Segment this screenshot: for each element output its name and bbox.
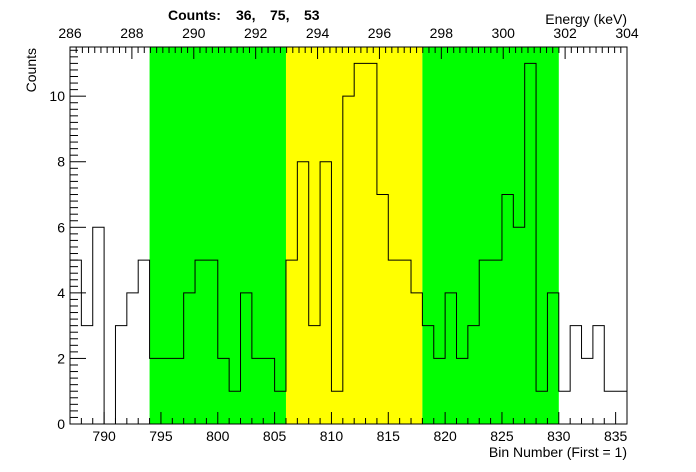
- x-tick-label: 790: [92, 428, 116, 444]
- y-tick-label: 4: [57, 285, 65, 301]
- x-tick-label: 815: [377, 428, 401, 444]
- x-tick-label: 825: [490, 428, 514, 444]
- regions-layer: [149, 47, 559, 424]
- top-tick-label: 290: [182, 25, 206, 41]
- counts-value-2: 75,: [270, 7, 289, 23]
- left-axis: 0 2 4 6 8 10: [49, 49, 86, 432]
- x-axis-title: Bin Number (First = 1): [489, 444, 627, 460]
- counts-value-3: 53: [304, 7, 320, 23]
- top-tick-label: 288: [120, 25, 144, 41]
- counts-header-label: Counts:: [168, 7, 221, 23]
- y-tick-label: 6: [57, 219, 65, 235]
- x-tick-label: 800: [206, 428, 230, 444]
- histogram-line: [70, 62, 627, 425]
- y-tick-label: 2: [57, 350, 65, 366]
- y-tick-label: 8: [57, 154, 65, 170]
- top-tick-label: 296: [368, 25, 392, 41]
- region-band-1: [149, 47, 286, 424]
- x-tick-label: 830: [547, 428, 571, 444]
- top-tick-label: 298: [430, 25, 454, 41]
- x-tick-label: 835: [604, 428, 628, 444]
- top-tick-label: 292: [244, 25, 268, 41]
- bottom-axis: 790 795 800 805 810 815 820 825 830 835: [69, 412, 628, 444]
- region-band-3: [422, 47, 559, 424]
- region-band-2: [285, 47, 423, 424]
- x-tick-label: 805: [263, 428, 287, 444]
- y-tick-label: 0: [57, 416, 65, 432]
- x-tick-label: 810: [320, 428, 344, 444]
- top-tick-label: 300: [492, 25, 516, 41]
- x-tick-label: 820: [433, 428, 457, 444]
- x-tick-label: 795: [149, 428, 173, 444]
- top-tick-label: 302: [553, 25, 577, 41]
- top-tick-label: 294: [306, 25, 330, 41]
- top-tick-label: 286: [58, 25, 82, 41]
- y-tick-label: 10: [49, 88, 65, 104]
- top-axis-title: Energy (keV): [545, 11, 627, 27]
- counts-value-1: 36,: [236, 7, 255, 23]
- top-tick-label: 304: [615, 25, 639, 41]
- top-axis: 286 288 290 292 294 296 298 300 302 304: [58, 25, 639, 59]
- y-axis-title: Counts: [23, 48, 39, 92]
